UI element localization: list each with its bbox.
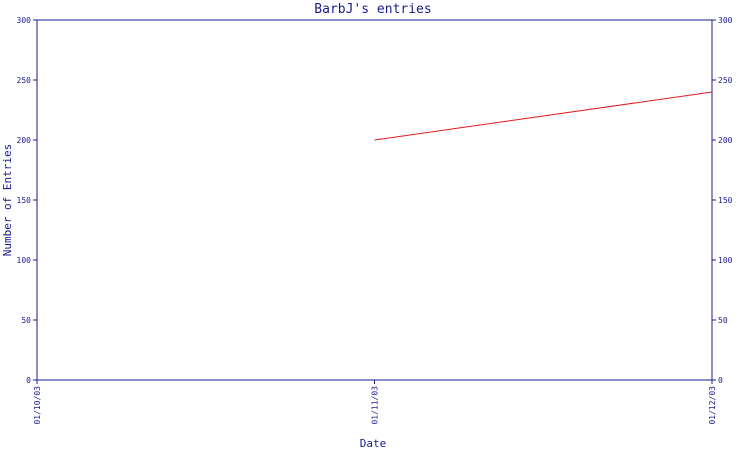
y-tick-label-right: 200	[718, 136, 733, 145]
x-axis: 01/10/03 01/11/03 01/12/03	[33, 380, 717, 425]
y-axis-right: 0 50 100 150 200 250 300	[712, 16, 733, 385]
x-tick-label: 01/12/03	[708, 386, 717, 425]
y-tick-label-right: 0	[718, 376, 723, 385]
chart-title: BarbJ's entries	[314, 2, 431, 17]
y-tick-label-left: 100	[17, 256, 32, 265]
y-tick-label-right: 150	[718, 196, 733, 205]
x-tick-label: 01/10/03	[33, 386, 42, 425]
y-tick-label-right: 50	[718, 316, 728, 325]
y-tick-label-left: 200	[17, 136, 32, 145]
series-group	[374, 91, 713, 141]
y-tick-label-left: 150	[17, 196, 32, 205]
y-tick-label-left: 300	[17, 16, 32, 25]
y-tick-label-right: 250	[718, 76, 733, 85]
y-axis-left: 0 50 100 150 200 250 300	[17, 16, 37, 385]
plot-frame	[36, 19, 713, 381]
series-line	[374, 91, 713, 141]
y-tick-label-right: 100	[718, 256, 733, 265]
x-tick-label: 01/11/03	[371, 386, 380, 425]
y-tick-label-left: 0	[26, 376, 31, 385]
y-axis-label: Number of Entries	[1, 144, 14, 257]
x-axis-label: Date	[360, 437, 387, 450]
y-tick-label-left: 250	[17, 76, 32, 85]
y-tick-label-right: 300	[718, 16, 733, 25]
y-tick-label-left: 50	[21, 316, 31, 325]
